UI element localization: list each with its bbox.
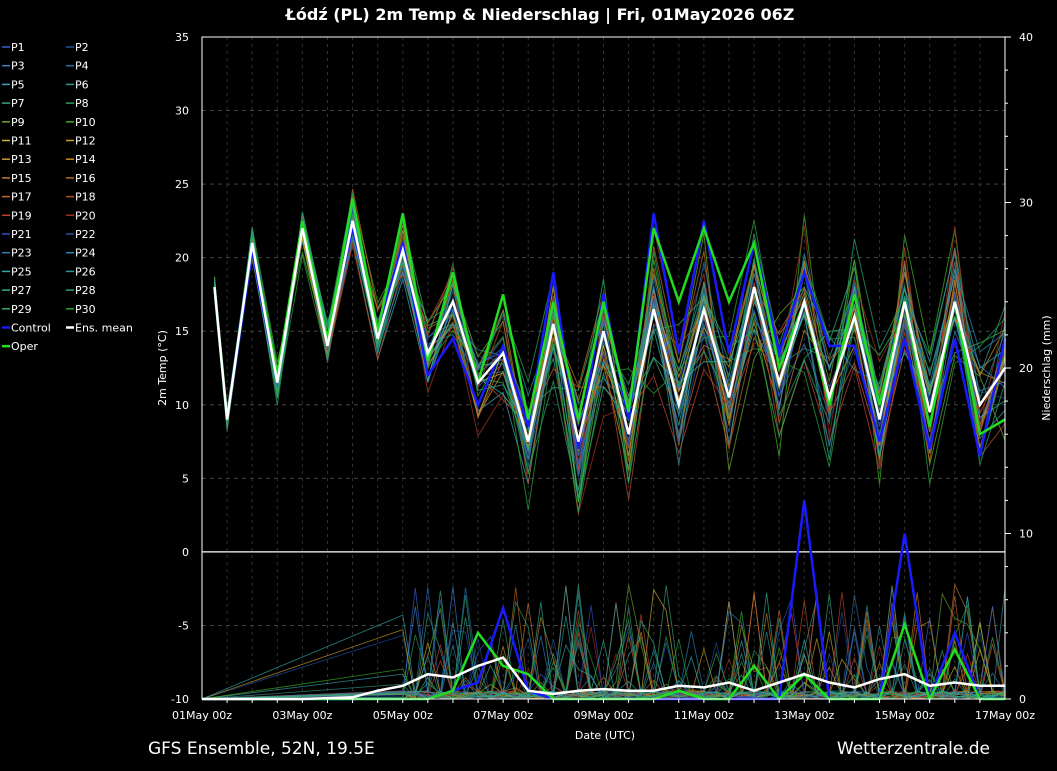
legend-label: Oper xyxy=(11,340,38,353)
legend-label: P7 xyxy=(11,97,25,110)
series-line-oper xyxy=(213,198,1006,437)
member-precip-line-P25 xyxy=(201,603,1006,701)
member-temp-line-P19 xyxy=(214,220,1006,471)
legend-label: P29 xyxy=(11,303,32,316)
legend-label: P12 xyxy=(75,135,96,148)
y2-tick-label: 40 xyxy=(1019,31,1033,44)
legend-label: P1 xyxy=(11,41,25,54)
y-tick-label: 5 xyxy=(182,472,189,485)
legend-label: P30 xyxy=(75,303,96,316)
legend-label: P2 xyxy=(75,41,89,54)
legend-label: Control xyxy=(11,322,51,335)
legend-label: P13 xyxy=(11,153,32,166)
legend-label: P17 xyxy=(11,191,32,204)
legend-label: P20 xyxy=(75,209,96,222)
series-line-ens-mean-precip xyxy=(202,656,1005,701)
legend-label: P4 xyxy=(75,60,89,73)
legend-label: P15 xyxy=(11,172,32,185)
y2-axis-label: Niederschlag (mm) xyxy=(1040,315,1053,420)
x-axis-label: Date (UTC) xyxy=(575,729,635,742)
legend-label: P8 xyxy=(75,97,89,110)
x-tick-label: 17May 00z xyxy=(975,709,1035,722)
x-tick-label: 11May 00z xyxy=(674,709,734,722)
legend-label: Ens. mean xyxy=(75,322,133,335)
legend: P1 P2 P3 P4 P5 P6 P7 P8 P9 P10 P11 P12 P13 P14 P15 P16 P… xyxy=(2,41,133,353)
legend-label: P23 xyxy=(11,247,32,260)
main-series xyxy=(202,198,1007,704)
x-tick-label: 01May 00z xyxy=(172,709,232,722)
y-tick-label: 20 xyxy=(175,252,189,265)
x-tick-label: 15May 00z xyxy=(875,709,935,722)
legend-label: P11 xyxy=(11,135,32,148)
legend-label: P9 xyxy=(11,116,25,129)
legend-label: P25 xyxy=(11,265,32,278)
x-tick-label: 13May 00z xyxy=(774,709,834,722)
legend-label: P28 xyxy=(75,284,96,297)
y-tick-label: -5 xyxy=(178,619,189,632)
footer-source: GFS Ensemble, 52N, 19.5E xyxy=(148,739,375,759)
legend-label: P16 xyxy=(75,172,96,185)
legend-label: P3 xyxy=(11,60,25,73)
x-tick-label: 05May 00z xyxy=(373,709,433,722)
y-tick-label: 35 xyxy=(175,31,189,44)
series-line-oper-precip xyxy=(202,620,1005,703)
y-tick-label: 0 xyxy=(182,546,189,559)
member-precip-line-P24 xyxy=(201,605,1006,700)
axes: 35 30 25 20 15 10 5 0 -5 -10 40 30 20 10 0 01May 00z 03M… xyxy=(171,31,1035,722)
member-temp-line-P28 xyxy=(214,193,1006,499)
legend-label: P6 xyxy=(75,78,89,91)
y-tick-label: 30 xyxy=(175,105,189,118)
series-line-ens-mean xyxy=(213,220,1007,442)
footer-site: Wetterzentrale.de xyxy=(837,739,990,759)
legend-label: P21 xyxy=(11,228,32,241)
legend-label: P10 xyxy=(75,116,96,129)
y2-tick-label: 0 xyxy=(1019,693,1026,706)
legend-label: P14 xyxy=(75,153,96,166)
x-tick-label: 03May 00z xyxy=(272,709,332,722)
legend-label: P5 xyxy=(11,78,25,91)
y-tick-label: 15 xyxy=(175,325,189,338)
legend-label: P22 xyxy=(75,228,96,241)
y-axis-label: 2m Temp (°C) xyxy=(156,330,169,406)
x-tick-label: 09May 00z xyxy=(573,709,633,722)
y-tick-label: 25 xyxy=(175,178,189,191)
chart-title: Łódź (PL) 2m Temp & Niederschlag | Fri, … xyxy=(285,5,795,25)
x-tick-label: 07May 00z xyxy=(473,709,533,722)
legend-label: P26 xyxy=(75,265,96,278)
legend-label: P19 xyxy=(11,209,32,222)
legend-label: P24 xyxy=(75,247,96,260)
legend-label: P18 xyxy=(75,191,96,204)
y2-tick-label: 30 xyxy=(1019,197,1033,210)
y2-tick-label: 20 xyxy=(1019,362,1033,375)
y-tick-label: 10 xyxy=(175,399,189,412)
y-tick-label: -10 xyxy=(171,693,189,706)
legend-label: P27 xyxy=(11,284,32,297)
y2-tick-label: 10 xyxy=(1019,528,1033,541)
